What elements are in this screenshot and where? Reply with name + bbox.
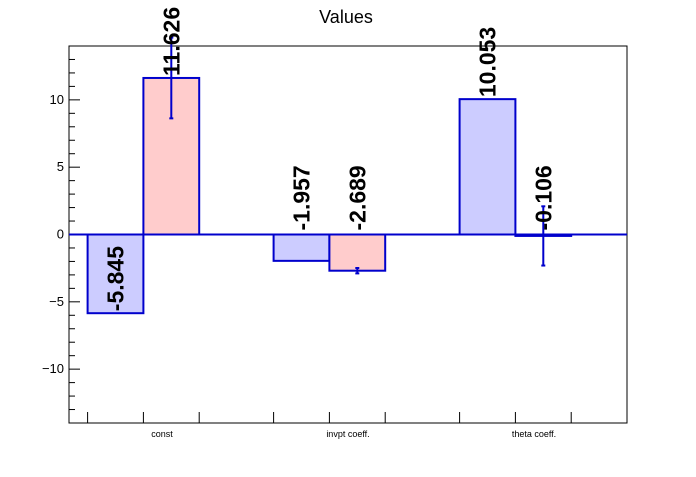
value-label: -1.957 [289, 165, 315, 230]
value-label: -2.689 [344, 165, 370, 230]
value-label: -0.106 [530, 165, 556, 230]
y-tick-label: 5 [57, 159, 64, 174]
y-tick-label: −10 [42, 361, 64, 376]
chart-title: Values [319, 7, 373, 27]
x-category-label: const [151, 429, 173, 439]
bar [458, 98, 517, 236]
bar [272, 233, 331, 262]
bar [86, 233, 145, 315]
y-tick-label: 10 [50, 92, 64, 107]
x-category-label: theta coeff. [512, 429, 556, 439]
y-tick-label: −5 [49, 294, 64, 309]
value-label: 11.626 [158, 7, 184, 76]
bar [328, 233, 387, 272]
y-tick-label: 0 [57, 227, 64, 242]
value-label: 10.053 [475, 27, 501, 97]
value-label: -5.845 [103, 246, 129, 311]
x-category-label: invpt coeff. [326, 429, 369, 439]
